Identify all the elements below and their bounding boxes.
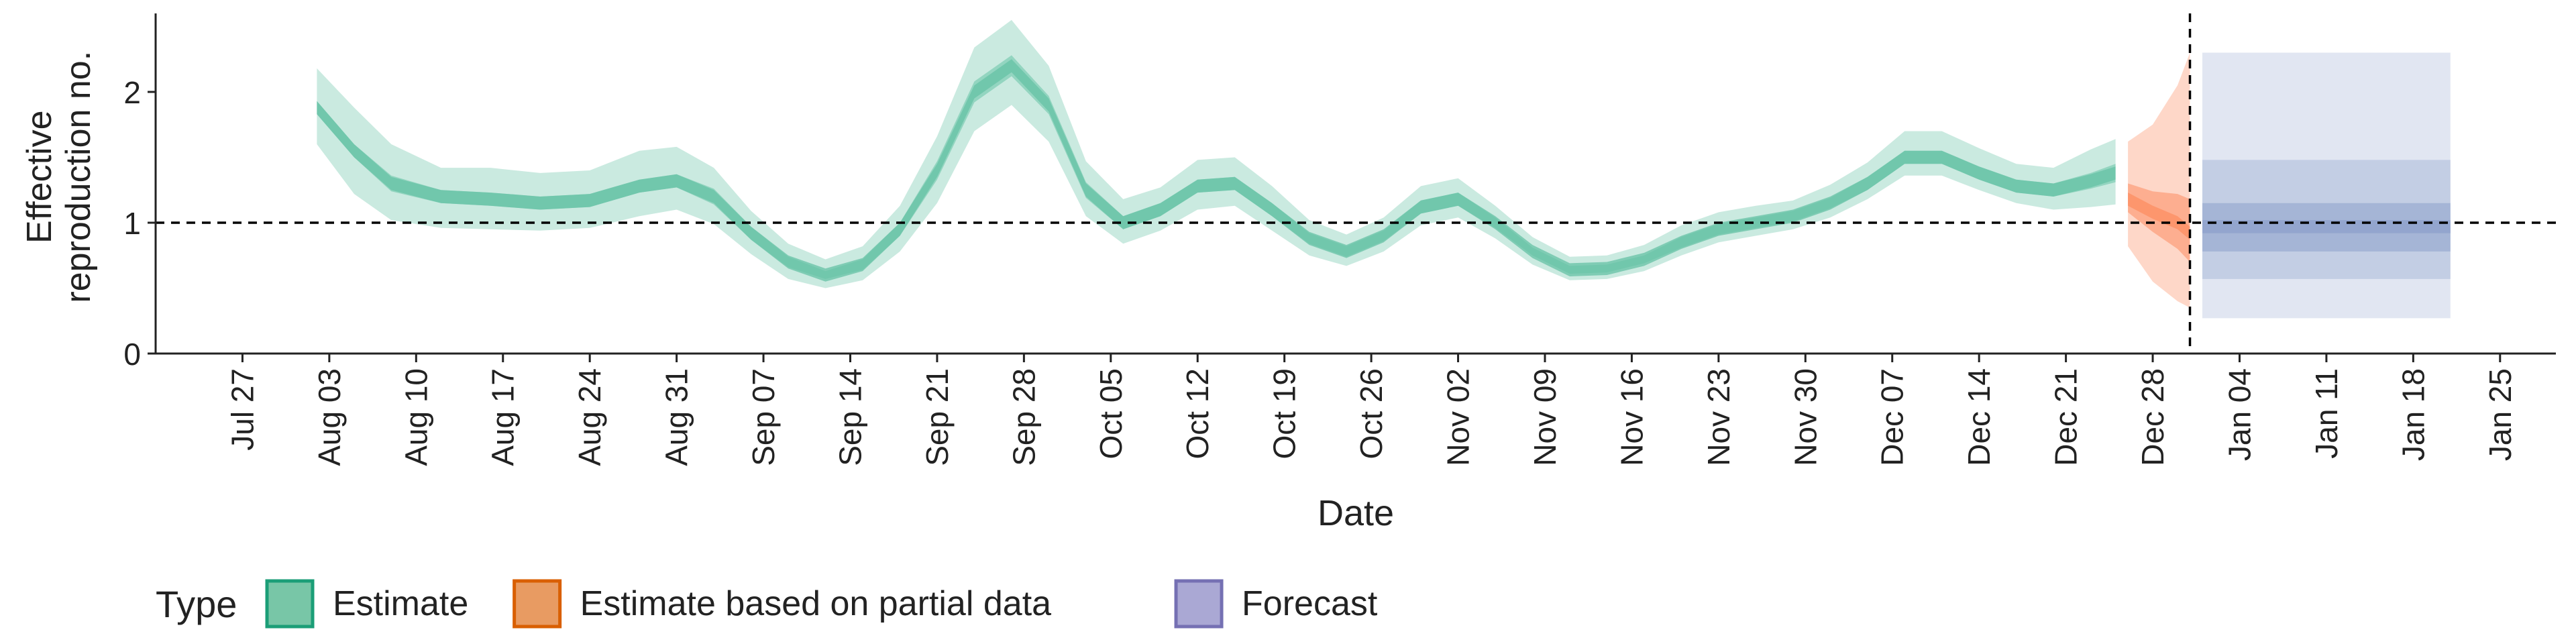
credible-interval-90	[317, 19, 2116, 288]
legend-label: Estimate	[333, 584, 468, 623]
x-tick-label: Aug 17	[486, 368, 521, 466]
x-tick-label: Nov 23	[1701, 368, 1736, 466]
x-tick-label: Oct 12	[1180, 368, 1215, 460]
x-tick-label: Sep 07	[746, 368, 781, 466]
y-tick-label: 2	[123, 75, 141, 110]
x-tick-label: Dec 14	[1962, 368, 1996, 466]
x-tick-label: Nov 30	[1788, 368, 1823, 466]
x-tick-label: Dec 28	[2135, 368, 2170, 466]
y-axis-label-line-2: reproduction no.	[59, 51, 98, 303]
x-tick-label: Dec 07	[1875, 368, 1910, 466]
x-axis-ticks: Jul 27 Aug 03 Aug 10 Aug 17 Aug 24 Aug 31 Sep …	[225, 354, 2518, 466]
legend-label: Forecast	[1242, 584, 1378, 623]
forecast-outer-band	[2202, 52, 2451, 319]
x-tick-label: Jan 25	[2483, 368, 2518, 461]
credible-interval-90	[2128, 52, 2190, 308]
x-tick-label: Nov 02	[1441, 368, 1476, 466]
median-band	[2202, 220, 2451, 233]
x-tick-label: Nov 16	[1614, 368, 1649, 466]
x-tick-label: Aug 24	[572, 368, 607, 466]
legend-label: Estimate based on partial data	[580, 584, 1052, 623]
x-tick-label: Jan 18	[2396, 368, 2430, 461]
x-tick-label: Dec 21	[2049, 368, 2084, 466]
y-tick-label: 0	[123, 337, 141, 372]
y-axis-ticks: 0 1 2	[123, 75, 156, 372]
y-tick-label: 1	[123, 206, 141, 241]
x-tick-label: Oct 26	[1354, 368, 1389, 460]
legend: Type Estimate Estimate based on partial d…	[156, 579, 1378, 629]
x-tick-label: Aug 10	[398, 368, 433, 466]
x-tick-label: Aug 31	[659, 368, 694, 466]
x-tick-label: Nov 09	[1527, 368, 1562, 466]
series-estimate-based-on-partial-data	[2128, 52, 2190, 308]
x-tick-label: Sep 28	[1006, 368, 1041, 466]
x-tick-label: Aug 03	[312, 368, 347, 466]
median-band	[2128, 193, 2190, 240]
legend-swatch	[1174, 579, 1224, 629]
legend-swatch	[265, 579, 315, 629]
x-tick-label: Oct 05	[1093, 368, 1128, 460]
x-tick-label: Jan 04	[2222, 368, 2257, 461]
x-tick-label: Oct 19	[1267, 368, 1302, 460]
x-tick-label: Sep 21	[920, 368, 955, 466]
legend-swatch	[513, 579, 562, 629]
x-tick-label: Jan 11	[2309, 368, 2344, 459]
x-tick-label: Jul 27	[225, 368, 260, 451]
y-axis-label-line-1: Effective	[20, 111, 59, 244]
x-tick-label: Sep 14	[833, 368, 867, 466]
x-axis-label: Date	[1318, 493, 1394, 533]
series-estimate	[317, 19, 2116, 288]
legend-title: Type	[156, 583, 237, 625]
chart-bands	[317, 19, 2451, 319]
series-forecast	[2202, 52, 2451, 319]
